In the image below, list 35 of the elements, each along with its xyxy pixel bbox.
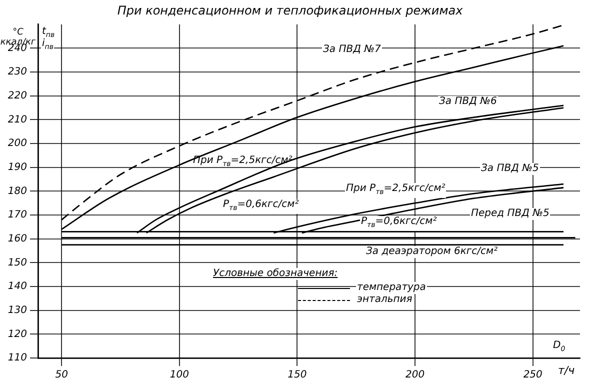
annotation: i$_{пв}$	[41, 38, 54, 53]
x-tick-label: 200	[405, 370, 425, 381]
annotation: P$_{тв}$=0,6кгс/см²	[360, 216, 438, 231]
x-tick-label: 50	[55, 370, 68, 381]
chart-title: При конденсационном и теплофикационных режимах	[117, 3, 464, 18]
annotation: При P$_{тв}$=2,5кгс/см²	[345, 183, 446, 198]
x-axis-title: т/ч	[558, 364, 576, 377]
annotation: За ПВД №6	[438, 96, 498, 108]
x-tick-label: 100	[170, 370, 189, 381]
x-tick-label: 150	[288, 370, 307, 381]
annotation: Перед ПВД №5	[470, 208, 550, 220]
annotation: При P$_{тв}$=2,5кгс/см²	[192, 155, 294, 170]
annotation: температура	[356, 282, 427, 294]
y-tick-label: 150	[8, 257, 27, 268]
y-tick-label: 160	[8, 233, 27, 244]
annotation: P$_{тв}$=0,6кгс/см²	[222, 199, 300, 214]
x-tick-label: 250	[523, 370, 542, 381]
annotation: t$_{пв}$	[41, 26, 56, 41]
y-tick-label: 140	[8, 281, 27, 292]
y-tick-label: 110	[8, 352, 27, 364]
y-tick-label: 180	[8, 186, 27, 197]
y-tick-label: 130	[8, 304, 27, 316]
annotation: D$_{0}$	[552, 340, 566, 355]
annotation: За ПВД №7	[322, 44, 382, 56]
annotation: За ПВД №5	[480, 163, 540, 175]
annotation: энтальпия	[356, 294, 414, 306]
y-tick-label: 190	[8, 162, 27, 173]
y-tick-label: 210	[8, 114, 27, 126]
annotation: Условные обозначения:	[212, 268, 339, 280]
y-tick-label: 120	[8, 328, 27, 340]
y-tick-label: 220	[8, 90, 27, 102]
y-tick-label: 200	[8, 138, 27, 150]
y-tick-label: 170	[8, 210, 27, 221]
annotation: За деаэратором 6кгс/см²	[365, 246, 499, 258]
y-tick-label: 230	[8, 66, 27, 78]
